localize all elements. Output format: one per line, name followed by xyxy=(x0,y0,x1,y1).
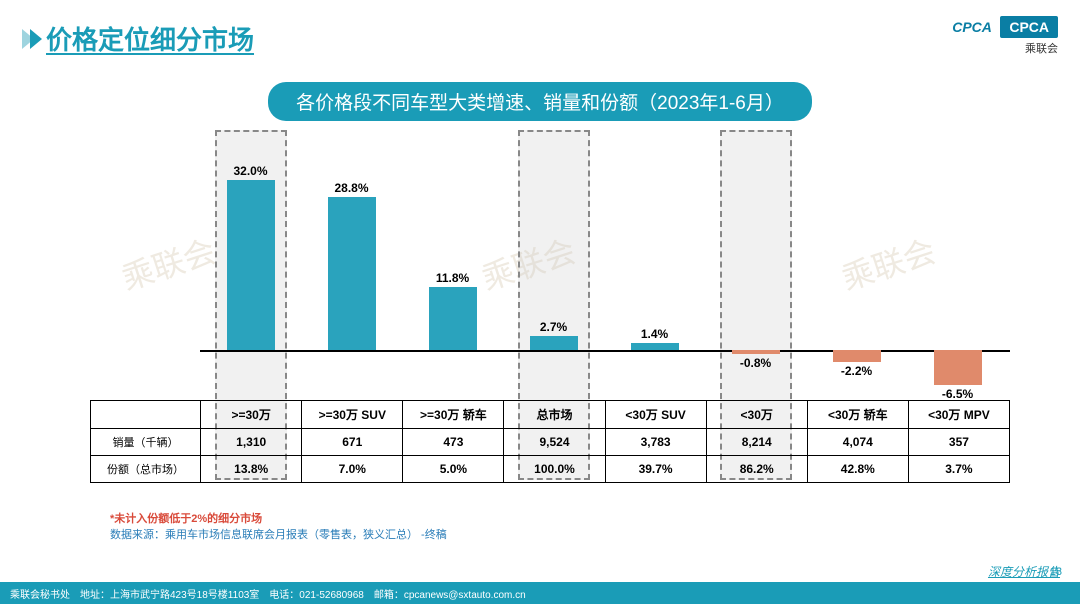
logo-swoosh-icon: CPCA xyxy=(952,19,992,35)
chart-subtitle: 各价格段不同车型大类增速、销量和份额（2023年1-6月） xyxy=(268,82,812,121)
bar-value-label: 28.8% xyxy=(334,181,368,195)
table-cell: 3,783 xyxy=(605,429,706,456)
bar: -6.5% xyxy=(934,350,982,385)
data-table: >=30万>=30万 SUV>=30万 轿车总市场<30万 SUV<30万<30… xyxy=(90,400,1010,483)
table-corner xyxy=(91,401,201,429)
footer-contact: 乘联会秘书处 地址：上海市武宁路423号18号楼1103室 电话：021-526… xyxy=(10,586,526,601)
table-cell: 671 xyxy=(302,429,403,456)
table-row-header: 销量（千辆） xyxy=(91,429,201,456)
bar: 32.0% xyxy=(227,180,275,350)
bar-value-label: -2.2% xyxy=(841,364,872,378)
table-cell: 9,524 xyxy=(504,429,605,456)
table-cell: 39.7% xyxy=(605,456,706,483)
table-cell: 357 xyxy=(908,429,1009,456)
subtitle-wrap: 各价格段不同车型大类增速、销量和份额（2023年1-6月） xyxy=(0,82,1080,121)
table-cell: 86.2% xyxy=(706,456,807,483)
bar-value-label: 1.4% xyxy=(641,327,668,341)
bar: 28.8% xyxy=(328,197,376,350)
logo-cpca: CPCA xyxy=(1000,16,1058,38)
footer-bar: 乘联会秘书处 地址：上海市武宁路423号18号楼1103室 电话：021-526… xyxy=(0,582,1080,604)
table-row: 份额（总市场）13.8%7.0%5.0%100.0%39.7%86.2%42.8… xyxy=(91,456,1010,483)
bar: -2.2% xyxy=(833,350,881,362)
table-cell: 13.8% xyxy=(201,456,302,483)
logo-area: CPCA CPCA 乘联会 xyxy=(952,16,1058,56)
bar-value-label: 2.7% xyxy=(540,320,567,334)
bar-value-label: 11.8% xyxy=(436,271,469,285)
footer-report-type: 深度分析报告 xyxy=(988,563,1060,580)
page-title: 价格定位细分市场 xyxy=(46,20,254,57)
table-cell: 8,214 xyxy=(706,429,807,456)
logo-sub: 乘联会 xyxy=(952,40,1058,56)
table-col-header: >=30万 轿车 xyxy=(403,401,504,429)
table-col-header: >=30万 SUV xyxy=(302,401,403,429)
bar-value-label: 32.0% xyxy=(233,164,267,178)
slide: 价格定位细分市场 CPCA CPCA 乘联会 各价格段不同车型大类增速、销量和份… xyxy=(0,0,1080,604)
table-col-header: >=30万 xyxy=(201,401,302,429)
table-col-header: 总市场 xyxy=(504,401,605,429)
bar-value-label: -6.5% xyxy=(942,387,973,401)
table-row-header: 份额（总市场） xyxy=(91,456,201,483)
bars-zone: 32.0% 28.8% 11.8% 2.7% 1.4% -0.8% -2.2% -6.5% xyxy=(90,140,1010,400)
table-cell: 42.8% xyxy=(807,456,908,483)
bar: 11.8% xyxy=(429,287,477,350)
chart-notes: *未计入份额低于2%的细分市场 数据来源：乘用车市场信息联席会月报表（零售表，狭… xyxy=(110,510,447,542)
table-cell: 100.0% xyxy=(504,456,605,483)
chevron-icon xyxy=(22,29,38,49)
bar: 1.4% xyxy=(631,343,679,350)
table-col-header: <30万 SUV xyxy=(605,401,706,429)
table-cell: 1,310 xyxy=(201,429,302,456)
table-col-header: <30万 xyxy=(706,401,807,429)
table-cell: 3.7% xyxy=(908,456,1009,483)
bar: -0.8% xyxy=(732,350,780,354)
table-cell: 5.0% xyxy=(403,456,504,483)
table-cell: 473 xyxy=(403,429,504,456)
table-col-header: <30万 轿车 xyxy=(807,401,908,429)
table-cell: 4,074 xyxy=(807,429,908,456)
table-row: 销量（千辆）1,3106714739,5243,7838,2144,074357 xyxy=(91,429,1010,456)
slide-header: 价格定位细分市场 xyxy=(22,20,254,57)
note-source: 数据来源：乘用车市场信息联席会月报表（零售表，狭义汇总） -终稿 xyxy=(110,526,447,542)
chart-area: 32.0% 28.8% 11.8% 2.7% 1.4% -0.8% -2.2% -6.5% >… xyxy=(90,140,1010,490)
table-col-header: <30万 MPV xyxy=(908,401,1009,429)
note-exclusion: *未计入份额低于2%的细分市场 xyxy=(110,510,447,526)
bar: 2.7% xyxy=(530,336,578,350)
chart-baseline xyxy=(200,350,1010,352)
bar-value-label: -0.8% xyxy=(740,356,771,370)
table-cell: 7.0% xyxy=(302,456,403,483)
